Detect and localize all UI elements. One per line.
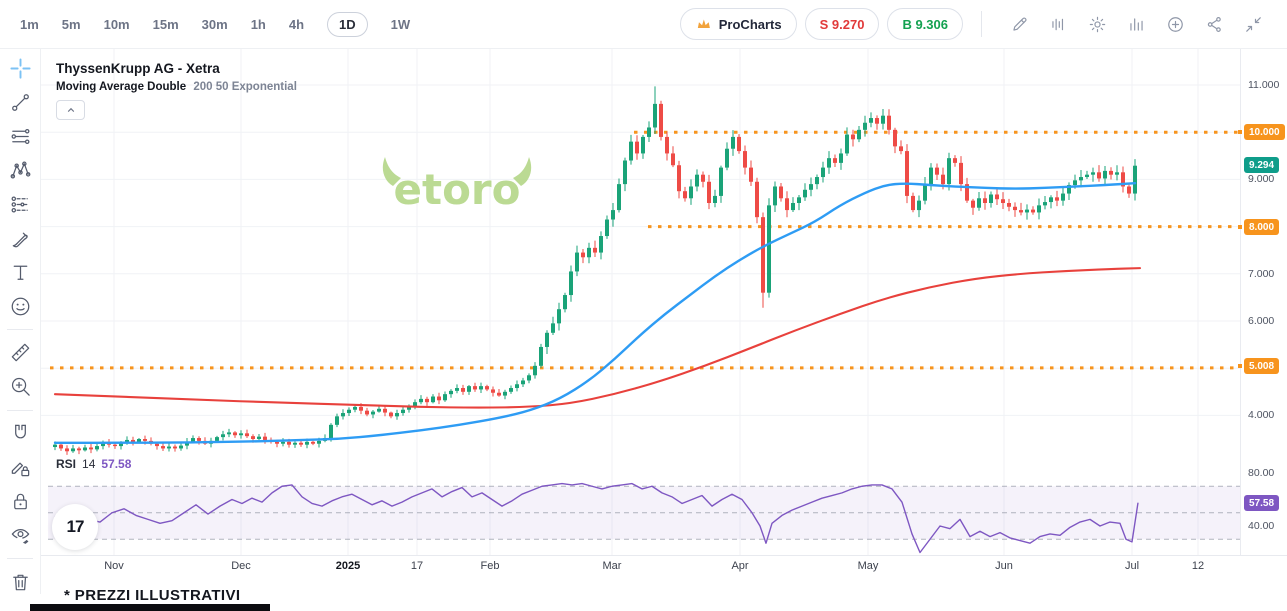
- toolbar-divider: [981, 11, 982, 37]
- emoji-icon[interactable]: [8, 294, 32, 318]
- lock-drawings-icon[interactable]: [8, 490, 32, 514]
- remove-drawings-icon[interactable]: [8, 570, 32, 594]
- timeframe-1h[interactable]: 1h: [250, 16, 266, 32]
- rsi-legend: RSI 14 57.58: [56, 457, 131, 471]
- topbar-right-controls: ProCharts S 9.270 B 9.306: [679, 8, 1287, 40]
- time-axis-label: Feb: [480, 560, 500, 572]
- draw-icon[interactable]: [1000, 9, 1039, 39]
- rsi-period: 14: [82, 457, 96, 471]
- price-tick: 11.000: [1248, 79, 1280, 91]
- toolbar-icons: [1000, 9, 1273, 39]
- level-price-badge: 10.000: [1238, 124, 1285, 140]
- price-tick: 9.000: [1248, 173, 1275, 185]
- tradingview-logo[interactable]: 17: [52, 504, 98, 550]
- timeframe-10m[interactable]: 10m: [103, 16, 130, 32]
- level-price-badge: 8.000: [1237, 219, 1280, 235]
- rsi-label: RSI: [56, 457, 77, 471]
- price-tick: 40.00: [1248, 520, 1275, 532]
- settings-icon[interactable]: [1078, 9, 1117, 39]
- svg-text:etoro: etoro: [394, 165, 521, 214]
- time-axis-label: Dec: [231, 560, 251, 572]
- instrument-title: ThyssenKrupp AG - Xetra: [56, 61, 220, 76]
- timeframe-5m[interactable]: 5m: [61, 16, 81, 32]
- horizontal-lines-icon[interactable]: [8, 125, 32, 149]
- trend-line-icon[interactable]: [8, 91, 32, 115]
- timeframe-1W[interactable]: 1W: [390, 16, 411, 32]
- time-axis-label: 2025: [335, 560, 361, 572]
- drawing-toolbar: [0, 48, 41, 594]
- disclaimer-text: * PREZZI ILLUSTRATIVI: [64, 587, 241, 604]
- add-icon[interactable]: [1156, 9, 1195, 39]
- toolbar-divider: [7, 558, 33, 560]
- chart-header: ThyssenKrupp AG - Xetra Moving Average D…: [56, 61, 297, 120]
- current-price-badge: 9.294: [1244, 157, 1280, 173]
- crown-icon: [695, 16, 712, 33]
- crosshair-icon[interactable]: [8, 57, 32, 81]
- text-icon[interactable]: [8, 260, 32, 284]
- timeframe-30m[interactable]: 30m: [201, 16, 228, 32]
- time-axis-label: 12: [1191, 560, 1205, 572]
- forecast-icon[interactable]: [8, 193, 32, 217]
- buy-button[interactable]: B 9.306: [887, 8, 963, 40]
- magnet-icon[interactable]: [8, 422, 32, 446]
- share-icon[interactable]: [1195, 9, 1234, 39]
- toolbar-divider: [7, 409, 33, 411]
- price-axis[interactable]: 11.000 9.000 7.000 6.000 4.000 80.00 40.00 10.0…: [1237, 48, 1287, 575]
- rsi-value-badge: 57.58: [1244, 495, 1280, 511]
- sell-label: S 9.270: [819, 16, 865, 32]
- timeframe-1m[interactable]: 1m: [20, 16, 39, 32]
- indicators-icon[interactable]: [1039, 9, 1078, 39]
- xabcd-pattern-icon[interactable]: [8, 159, 32, 183]
- time-axis-label: Mar: [602, 560, 622, 572]
- hide-drawings-icon[interactable]: [8, 523, 32, 547]
- timeframe-15m[interactable]: 15m: [152, 16, 179, 32]
- indicator-name: Moving Average Double: [56, 81, 187, 93]
- indicator-legend: Moving Average Double 200 50 Exponential: [56, 81, 297, 93]
- brush-icon[interactable]: [8, 226, 32, 250]
- collapse-legend-button[interactable]: [56, 100, 85, 120]
- time-axis-label: May: [857, 560, 879, 572]
- indicator-params: 200 50 Exponential: [193, 81, 297, 93]
- buy-label: B 9.306: [902, 16, 948, 32]
- price-tick: 7.000: [1248, 268, 1275, 280]
- time-axis-label: Apr: [731, 560, 749, 572]
- chart-bars-icon[interactable]: [1117, 9, 1156, 39]
- etoro-watermark: etoro: [377, 152, 537, 221]
- rsi-value: 57.58: [101, 457, 132, 471]
- time-axis-label: 17: [410, 560, 424, 572]
- timeframe-list: 1m 5m 10m 15m 30m 1h 4h 1D 1W: [0, 11, 411, 37]
- time-axis-label: Nov: [104, 560, 124, 572]
- price-tick: 6.000: [1248, 315, 1275, 327]
- chart-svg[interactable]: [40, 48, 1240, 555]
- time-axis-label: Jul: [1124, 560, 1140, 572]
- timeframe-1D[interactable]: 1D: [327, 11, 368, 37]
- price-tick: 4.000: [1248, 409, 1275, 421]
- price-tick: 80.00: [1248, 467, 1275, 479]
- collapse-chart-icon[interactable]: [1234, 9, 1273, 39]
- pencil-lock-icon[interactable]: [8, 456, 32, 480]
- zoom-in-icon[interactable]: [8, 375, 32, 399]
- time-axis[interactable]: Nov Dec 2025 17 Feb Mar Apr May Jun Jul 12: [40, 555, 1287, 577]
- procharts-button[interactable]: ProCharts: [679, 8, 797, 40]
- timeframe-4h[interactable]: 4h: [288, 16, 305, 32]
- sell-button[interactable]: S 9.270: [804, 8, 880, 40]
- time-axis-label: Jun: [995, 560, 1013, 572]
- ruler-icon[interactable]: [8, 341, 32, 365]
- toolbar-divider: [7, 329, 33, 330]
- procharts-label: ProCharts: [718, 16, 782, 32]
- bottom-black-bar: [30, 604, 270, 611]
- level-price-badge: 5.008: [1237, 358, 1280, 374]
- top-toolbar: 1m 5m 10m 15m 30m 1h 4h 1D 1W ProCharts S 9.270 …: [0, 0, 1287, 49]
